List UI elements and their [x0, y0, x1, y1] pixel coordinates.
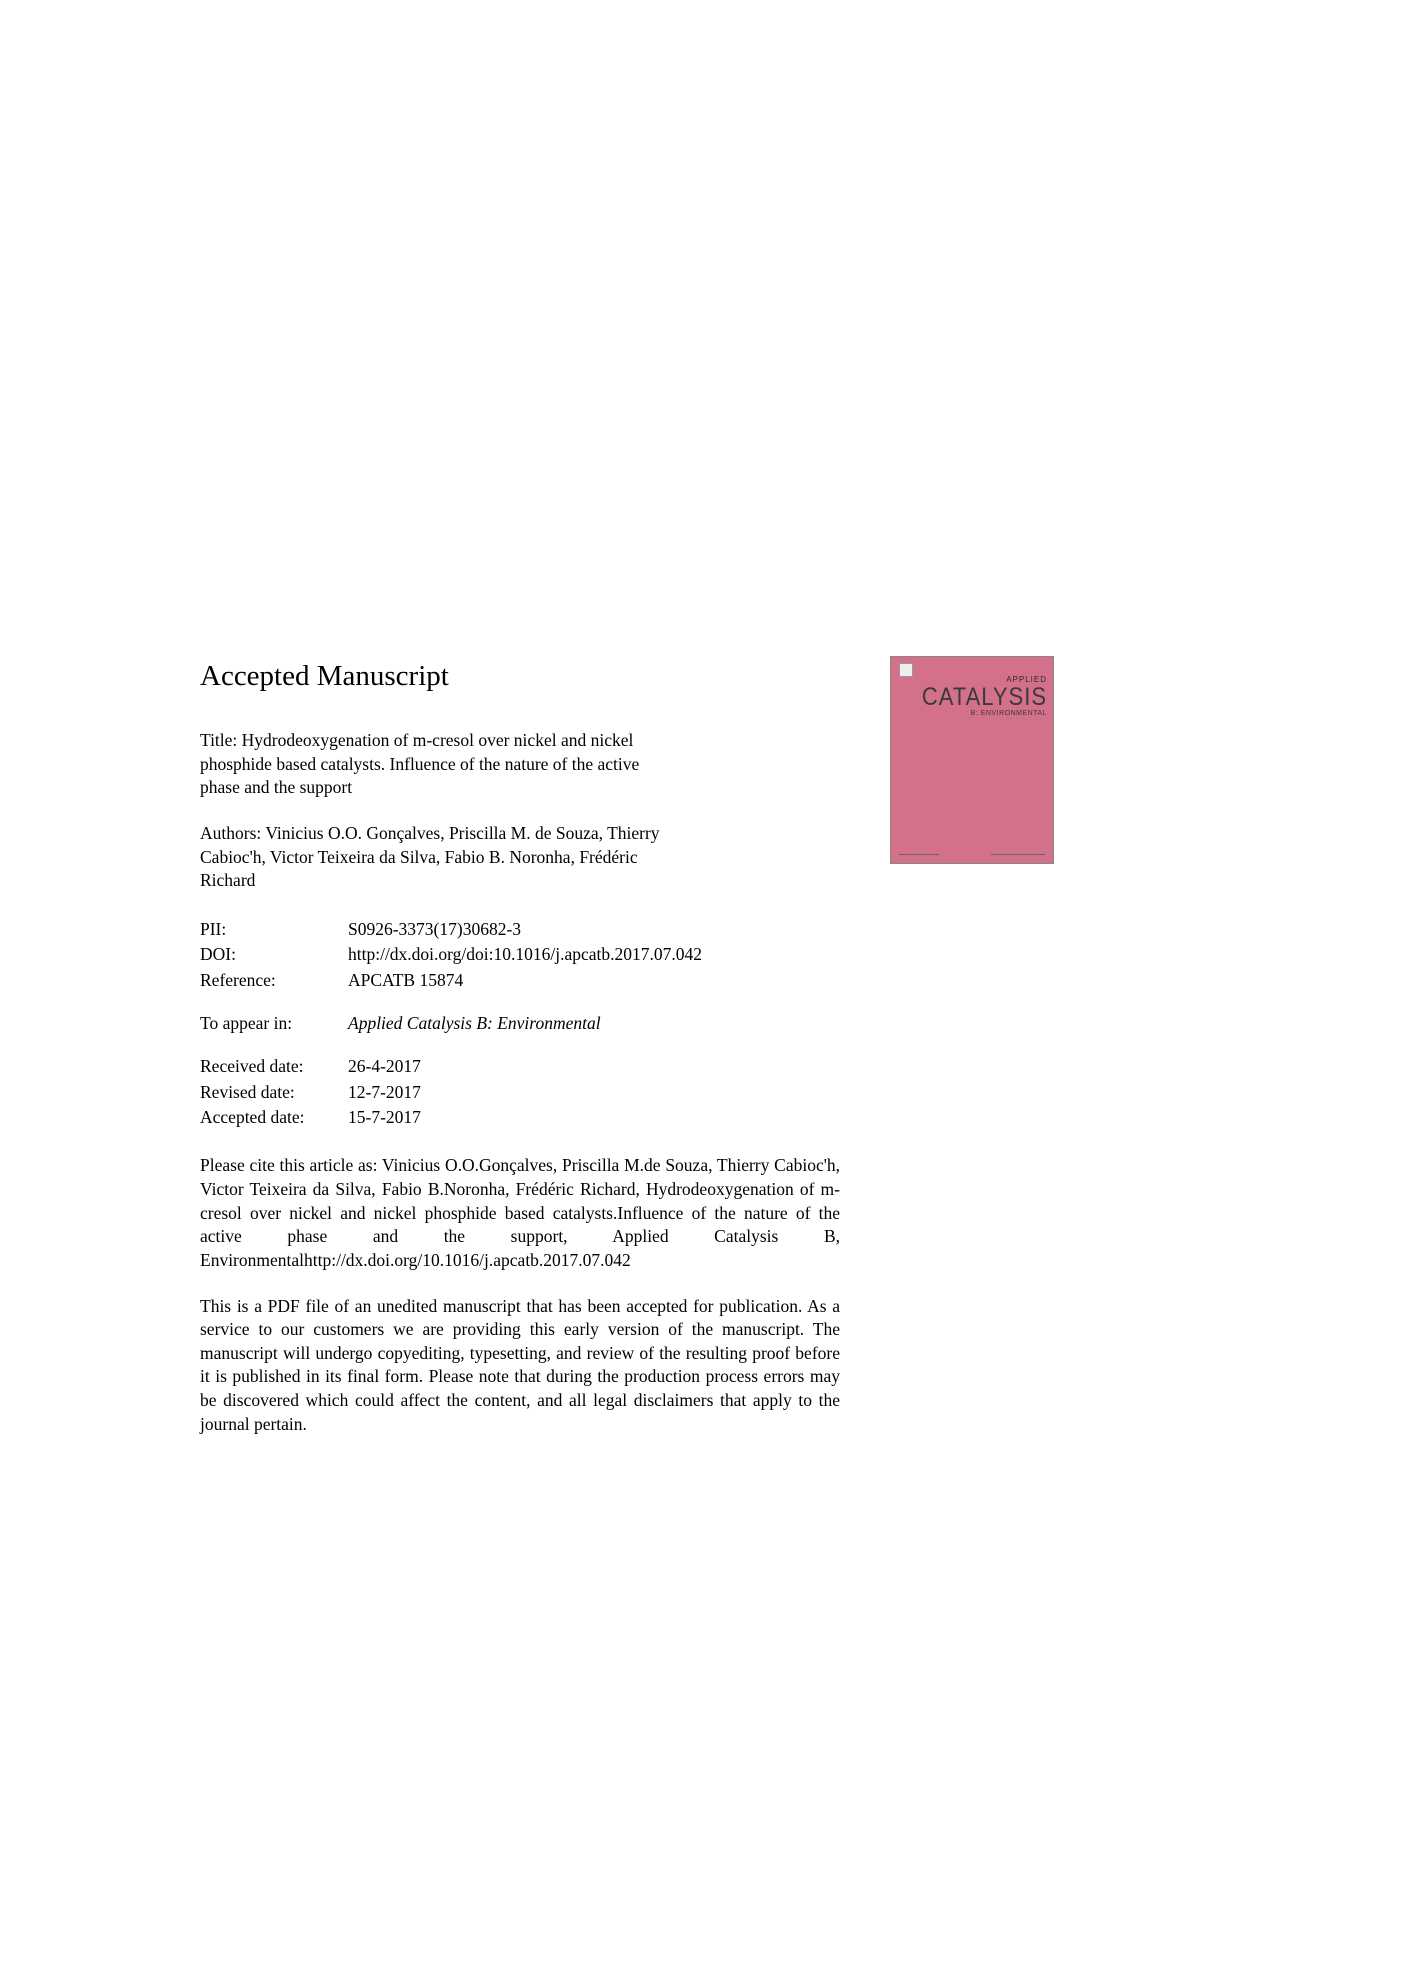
- pii-label: PII:: [200, 917, 348, 942]
- cover-title-block: APPLIED CATALYSIS B: ENVIRONMENTAL: [901, 675, 1047, 717]
- accepted-label: Accepted date:: [200, 1105, 348, 1130]
- title-label: Title:: [200, 730, 237, 750]
- disclaimer-paragraph: This is a PDF file of an unedited manusc…: [200, 1295, 840, 1437]
- doi-label: DOI:: [200, 942, 348, 967]
- authors-text: Vinicius O.O. Gonçalves, Priscilla M. de…: [200, 823, 660, 890]
- title-text: Hydrodeoxygenation of m-cresol over nick…: [200, 730, 639, 797]
- pii-value: S0926-3373(17)30682-3: [348, 917, 521, 942]
- journal-cover-thumbnail: APPLIED CATALYSIS B: ENVIRONMENTAL: [890, 656, 1054, 864]
- meta-row-doi: DOI: http://dx.doi.org/doi:10.1016/j.apc…: [200, 942, 1045, 967]
- meta-row-revised: Revised date: 12-7-2017: [200, 1080, 1045, 1105]
- cover-footer-right: [991, 843, 1045, 855]
- cover-catalysis-text: CATALYSIS: [901, 682, 1047, 712]
- citation-paragraph: Please cite this article as: Vinicius O.…: [200, 1154, 840, 1272]
- doi-value[interactable]: http://dx.doi.org/doi:10.1016/j.apcatb.2…: [348, 942, 702, 967]
- cover-footer-left: [899, 854, 939, 855]
- manuscript-page: APPLIED CATALYSIS B: ENVIRONMENTAL Accep…: [200, 660, 1045, 1436]
- metadata-table: PII: S0926-3373(17)30682-3 DOI: http://d…: [200, 917, 1045, 1131]
- authors-label: Authors:: [200, 823, 261, 843]
- reference-label: Reference:: [200, 968, 348, 993]
- reference-value: APCATB 15874: [348, 968, 463, 993]
- meta-row-reference: Reference: APCATB 15874: [200, 968, 1045, 993]
- received-value: 26-4-2017: [348, 1054, 421, 1079]
- meta-row-received: Received date: 26-4-2017: [200, 1054, 1045, 1079]
- appear-value: Applied Catalysis B: Environmental: [348, 1011, 601, 1036]
- authors-block: Authors: Vinicius O.O. Gonçalves, Prisci…: [200, 822, 660, 893]
- meta-row-appear: To appear in: Applied Catalysis B: Envir…: [200, 1011, 1045, 1036]
- revised-label: Revised date:: [200, 1080, 348, 1105]
- received-label: Received date:: [200, 1054, 348, 1079]
- accepted-value: 15-7-2017: [348, 1105, 421, 1130]
- meta-row-accepted: Accepted date: 15-7-2017: [200, 1105, 1045, 1130]
- meta-row-pii: PII: S0926-3373(17)30682-3: [200, 917, 1045, 942]
- appear-label: To appear in:: [200, 1011, 348, 1036]
- revised-value: 12-7-2017: [348, 1080, 421, 1105]
- title-block: Title: Hydrodeoxygenation of m-cresol ov…: [200, 729, 660, 800]
